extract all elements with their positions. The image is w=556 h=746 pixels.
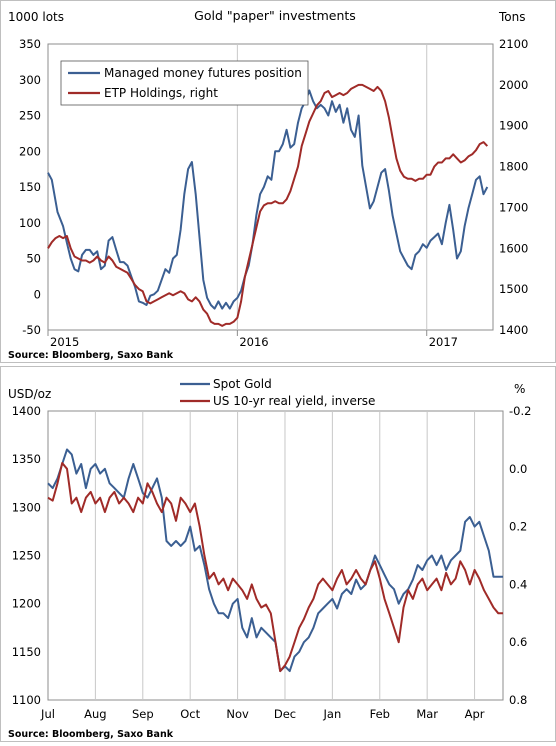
y-tick-label: 300 <box>19 73 41 87</box>
y2-tick-label: 0.8 <box>509 693 527 707</box>
y-tick-label: 1300 <box>12 500 41 514</box>
bottom-gridlines <box>47 410 504 701</box>
top-chart-title: Gold "paper" investments <box>194 8 356 23</box>
top-right-axis-ticks: 1400 1500 1600 1700 1800 1900 2000 2100 <box>499 37 528 337</box>
legend-label-real-yield: US 10-yr real yield, inverse <box>213 394 375 408</box>
x-tick-label: Feb <box>370 707 390 721</box>
etp-holdings-line <box>47 83 489 327</box>
y-tick-label: 1350 <box>12 452 41 466</box>
y-tick-label: 0 <box>34 287 41 301</box>
x-tick-label: Jan <box>323 707 342 721</box>
y2-tick-label: 1600 <box>499 241 528 255</box>
y-tick-label: 1200 <box>12 597 41 611</box>
y-tick-label: 50 <box>26 252 41 266</box>
bottom-right-axis-ticks: -0.2 0.0 0.2 0.4 0.6 0.8 <box>509 404 531 707</box>
bottom-left-axis-ticks: 1100 1150 1200 1250 1300 1350 1400 <box>12 404 41 707</box>
y-tick-label: 1400 <box>12 404 41 418</box>
x-tick-label: Dec <box>274 707 296 721</box>
bottom-right-axis-unit: % <box>514 382 525 396</box>
real-yield-line <box>47 462 503 673</box>
x-tick-label: Jul <box>40 707 55 721</box>
legend-label-managed-money: Managed money futures position <box>104 66 302 80</box>
top-legend-box <box>60 60 309 106</box>
managed-money-line <box>47 89 489 310</box>
y-tick-label: 350 <box>19 37 41 51</box>
x-tick-label: Aug <box>84 707 106 721</box>
legend-label-spot-gold: Spot Gold <box>213 377 272 391</box>
y2-tick-label: 1700 <box>499 200 528 214</box>
y2-tick-label: 0.4 <box>509 577 527 591</box>
y-tick-label: 100 <box>19 216 41 230</box>
x-tick-label: Apr <box>465 707 485 721</box>
bottom-panel: USD/oz % 1100 1150 1200 1250 1300 1350 1400 -0… <box>0 366 556 742</box>
x-tick-label: Mar <box>416 707 438 721</box>
bottom-x-axis-ticks: Jul Aug Sep Oct Nov Dec Jan Feb Mar Apr <box>40 707 485 721</box>
y-tick-label: 250 <box>19 109 41 123</box>
y2-tick-label: 0.2 <box>509 520 527 534</box>
x-tick-label: Nov <box>226 707 249 721</box>
top-left-axis-ticks: -50 0 50 100 150 200 250 300 350 <box>19 37 41 337</box>
legend-label-etp-holdings: ETP Holdings, right <box>104 86 218 100</box>
x-tick-label: 2017 <box>429 335 458 349</box>
plot-frame <box>47 410 504 701</box>
bottom-source-note: Source: Bloomberg, Saxo Bank <box>8 729 174 740</box>
x-tick-label: Sep <box>132 707 154 721</box>
y2-tick-label: 0.0 <box>509 462 527 476</box>
top-legend: Managed money futures position ETP Holdi… <box>60 60 309 106</box>
x-tick-label: 2016 <box>239 335 268 349</box>
x-tick-label: 2015 <box>50 335 79 349</box>
top-right-axis-unit: Tons <box>498 10 526 24</box>
y2-tick-label: 1900 <box>499 119 528 133</box>
y-tick-label: 1100 <box>12 693 41 707</box>
top-source-note: Source: Bloomberg, Saxo Bank <box>8 350 174 361</box>
bottom-panel-border <box>0 366 556 742</box>
y-tick-label: 1250 <box>12 549 41 563</box>
x-tick-label: Oct <box>180 707 200 721</box>
y-tick-label: 200 <box>19 144 41 158</box>
y-tick-label: 1150 <box>12 645 41 659</box>
y2-tick-label: 1500 <box>499 282 528 296</box>
y2-tick-label: 1400 <box>499 323 528 337</box>
bottom-legend: Spot Gold US 10-yr real yield, inverse <box>180 377 375 408</box>
y2-tick-label: 1800 <box>499 160 528 174</box>
top-x-axis-ticks: 2015 2016 2017 <box>47 330 458 349</box>
top-panel: Gold "paper" investments 1000 lots Tons … <box>0 0 556 363</box>
top-left-axis-unit: 1000 lots <box>8 10 64 24</box>
top-panel-border <box>0 0 556 363</box>
y2-tick-label: 2100 <box>499 37 528 51</box>
bottom-plot-area <box>47 448 503 673</box>
y2-tick-label: 2000 <box>499 78 528 92</box>
y-tick-label: -50 <box>22 323 41 337</box>
plot-frame <box>47 43 494 331</box>
y-tick-label: 150 <box>19 180 41 194</box>
bottom-left-axis-unit: USD/oz <box>8 387 51 401</box>
top-plot-area <box>47 83 489 327</box>
y2-tick-label: 0.6 <box>509 635 527 649</box>
y2-tick-label: -0.2 <box>509 404 531 418</box>
